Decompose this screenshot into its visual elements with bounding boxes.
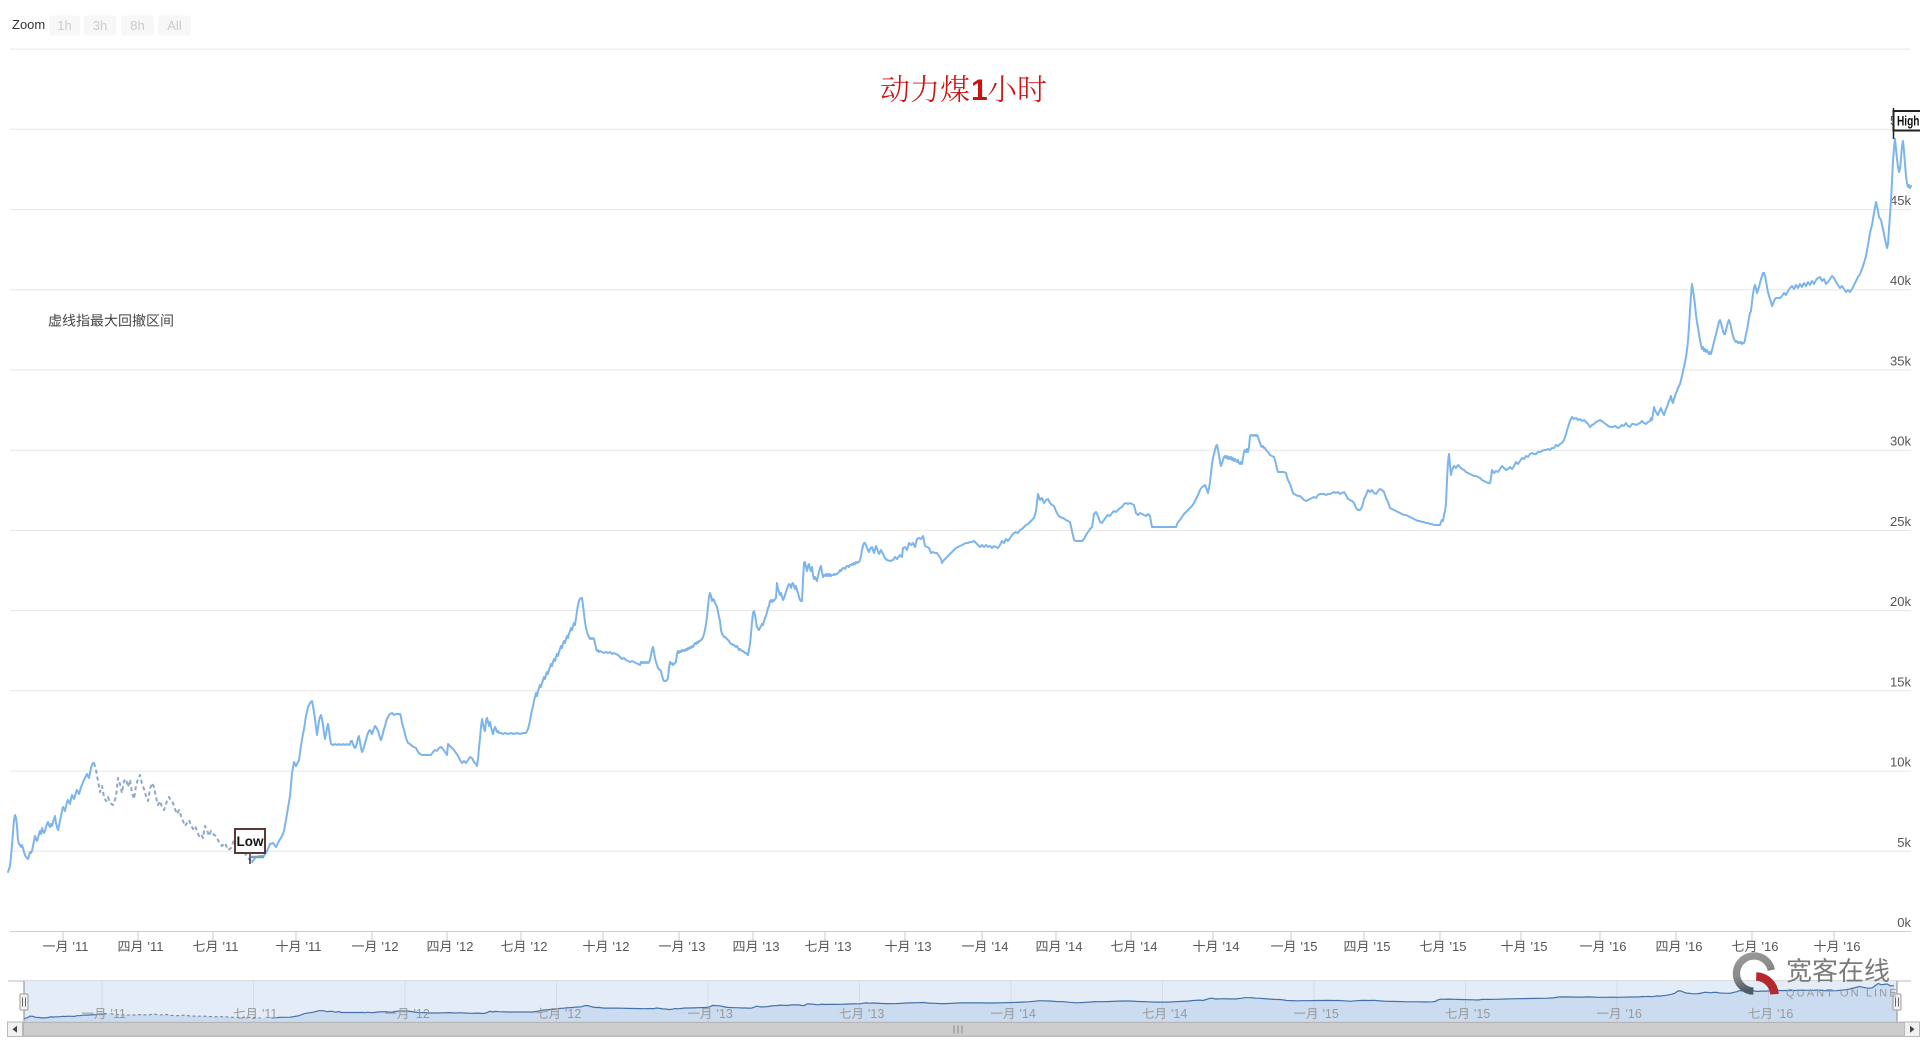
svg-text:'15: '15	[1450, 939, 1467, 954]
svg-text:8h: 8h	[130, 18, 144, 33]
svg-text:'12: '12	[382, 939, 399, 954]
svg-text:All: All	[167, 18, 182, 33]
svg-text:0k: 0k	[1897, 915, 1911, 930]
svg-text:'14: '14	[1171, 1007, 1187, 1021]
svg-text:'13: '13	[689, 939, 706, 954]
svg-text:'11: '11	[111, 1007, 126, 1021]
svg-text:'14: '14	[992, 939, 1009, 954]
svg-text:'14: '14	[1066, 939, 1083, 954]
svg-text:'11: '11	[223, 939, 239, 954]
svg-text:'12: '12	[414, 1007, 430, 1021]
svg-text:Low: Low	[237, 834, 264, 849]
svg-text:QUANT ON LINE: QUANT ON LINE	[1786, 988, 1899, 1000]
svg-text:'11: '11	[73, 939, 89, 954]
svg-text:'12: '12	[613, 939, 630, 954]
svg-text:15k: 15k	[1890, 674, 1911, 689]
svg-text:3h: 3h	[93, 18, 107, 33]
svg-text:45k: 45k	[1890, 193, 1911, 208]
svg-text:'15: '15	[1531, 939, 1548, 954]
svg-text:25k: 25k	[1890, 514, 1911, 529]
svg-text:'14: '14	[1020, 1007, 1036, 1021]
svg-text:Zoom: Zoom	[12, 17, 45, 32]
svg-text:20k: 20k	[1890, 594, 1911, 609]
svg-text:'16: '16	[1626, 1007, 1642, 1021]
svg-text:'14: '14	[1223, 939, 1240, 954]
svg-text:'11: '11	[148, 939, 164, 954]
svg-text:'13: '13	[835, 939, 852, 954]
svg-text:'16: '16	[1844, 939, 1861, 954]
svg-text:'15: '15	[1323, 1007, 1339, 1021]
svg-text:'11: '11	[262, 1007, 277, 1021]
svg-text:'16: '16	[1777, 1007, 1793, 1021]
svg-text:'13: '13	[868, 1007, 884, 1021]
svg-text:'15: '15	[1374, 939, 1391, 954]
svg-text:'12: '12	[565, 1007, 581, 1021]
svg-text:30k: 30k	[1890, 434, 1911, 449]
svg-text:'14: '14	[1141, 939, 1158, 954]
svg-text:'12: '12	[531, 939, 548, 954]
svg-text:40k: 40k	[1890, 273, 1911, 288]
svg-text:'16: '16	[1686, 939, 1703, 954]
svg-text:'15: '15	[1301, 939, 1318, 954]
svg-text:5k: 5k	[1897, 835, 1911, 850]
svg-text:'11: '11	[306, 939, 322, 954]
svg-text:'12: '12	[457, 939, 474, 954]
svg-text:'16: '16	[1610, 939, 1627, 954]
svg-text:10k: 10k	[1890, 755, 1911, 770]
svg-text:'16: '16	[1762, 939, 1779, 954]
svg-text:1: 1	[971, 74, 988, 107]
svg-text:1h: 1h	[57, 18, 71, 33]
svg-text:High: High	[1897, 114, 1920, 129]
svg-text:'13: '13	[763, 939, 780, 954]
svg-text:'13: '13	[915, 939, 932, 954]
svg-text:'13: '13	[717, 1007, 733, 1021]
svg-text:35k: 35k	[1890, 354, 1911, 369]
svg-text:'15: '15	[1474, 1007, 1490, 1021]
